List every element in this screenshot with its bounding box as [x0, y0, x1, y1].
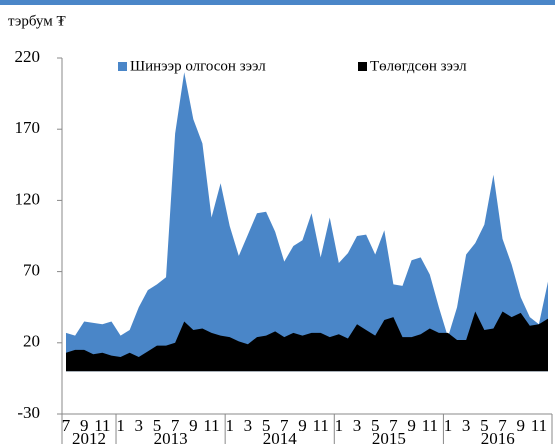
- unit-label: тэрбум ₮: [8, 13, 66, 29]
- y-tick-label: 220: [15, 47, 41, 66]
- y-tick-label: -30: [17, 403, 40, 422]
- x-tick-label: 9: [298, 416, 307, 435]
- x-tick-label: 3: [244, 416, 253, 435]
- y-tick-label: 20: [23, 332, 40, 351]
- x-tick-label: 7: [389, 416, 398, 435]
- y-tick-label: 170: [15, 118, 41, 137]
- x-tick-label: 7: [498, 416, 507, 435]
- legend-swatch: [358, 62, 367, 71]
- y-tick-label: 70: [23, 261, 40, 280]
- year-label: 2012: [72, 429, 106, 444]
- year-label: 2013: [154, 429, 188, 444]
- year-label: 2015: [372, 429, 406, 444]
- x-tick-label: 11: [94, 416, 110, 435]
- x-tick-label: 1: [444, 416, 453, 435]
- x-tick-label: 3: [462, 416, 471, 435]
- header-bar: [0, 0, 555, 5]
- x-tick-label: 9: [189, 416, 198, 435]
- year-label: 2014: [263, 429, 298, 444]
- x-tick-label: 1: [225, 416, 234, 435]
- area: [66, 311, 548, 372]
- legend-label: Төлөгдсөн зээл: [370, 58, 467, 74]
- area: [66, 72, 548, 372]
- x-tick-label: 11: [203, 416, 219, 435]
- x-tick-label: 3: [353, 416, 362, 435]
- x-tick-label: 9: [407, 416, 416, 435]
- legend-label: Шинээр олгосон зээл: [130, 58, 266, 74]
- x-tick-label: 3: [135, 416, 144, 435]
- x-tick-label: 9: [516, 416, 525, 435]
- x-tick-label: 5: [262, 416, 271, 435]
- x-tick-label: 11: [422, 416, 438, 435]
- x-tick-label: 7: [171, 416, 180, 435]
- x-tick-label: 1: [116, 416, 125, 435]
- y-tick-label: 120: [15, 189, 41, 208]
- x-tick-label: 5: [480, 416, 489, 435]
- x-tick-label: 7: [62, 416, 71, 435]
- x-tick-label: 5: [153, 416, 162, 435]
- legend-swatch: [118, 62, 127, 71]
- x-tick-label: 7: [280, 416, 289, 435]
- year-label: 2016: [481, 429, 515, 444]
- x-tick-label: 11: [531, 416, 547, 435]
- x-tick-label: 11: [312, 416, 328, 435]
- x-tick-label: 9: [80, 416, 89, 435]
- x-tick-label: 5: [371, 416, 380, 435]
- x-tick-label: 1: [335, 416, 344, 435]
